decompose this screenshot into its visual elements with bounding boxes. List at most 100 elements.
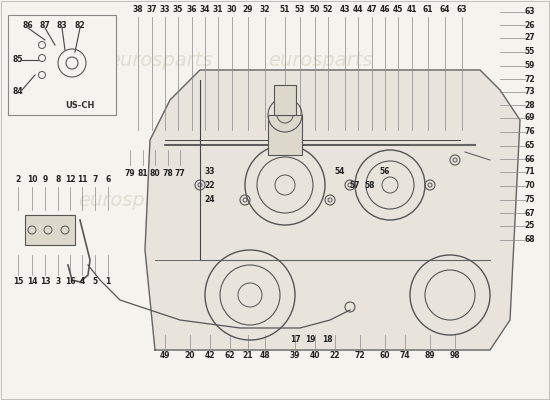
Text: 11: 11: [77, 176, 87, 184]
Text: 35: 35: [173, 6, 183, 14]
Text: 5: 5: [92, 278, 97, 286]
Bar: [268, 115, 302, 155]
Bar: [8, 15, 116, 115]
Text: 22: 22: [205, 180, 215, 190]
Text: 39: 39: [290, 352, 300, 360]
Bar: [25, 215, 75, 245]
Text: 71: 71: [525, 168, 535, 176]
Text: 60: 60: [379, 352, 390, 360]
Text: 33: 33: [160, 6, 170, 14]
Text: 41: 41: [407, 6, 417, 14]
Text: 53: 53: [295, 6, 305, 14]
Text: 13: 13: [40, 278, 50, 286]
Text: 65: 65: [525, 142, 535, 150]
Text: 33: 33: [205, 168, 215, 176]
Text: 14: 14: [27, 278, 37, 286]
Text: 50: 50: [310, 6, 320, 14]
Text: 24: 24: [205, 196, 215, 204]
Text: 57: 57: [350, 180, 360, 190]
Text: 56: 56: [380, 168, 390, 176]
Text: 44: 44: [353, 6, 363, 14]
Text: 82: 82: [75, 20, 85, 30]
Text: 43: 43: [340, 6, 350, 14]
Text: 87: 87: [40, 20, 51, 30]
Text: 98: 98: [450, 352, 460, 360]
Text: 61: 61: [423, 6, 433, 14]
Text: 54: 54: [335, 168, 345, 176]
Text: eurosparts: eurosparts: [108, 50, 212, 70]
Text: 42: 42: [205, 352, 215, 360]
Text: 73: 73: [525, 88, 535, 96]
Text: 8: 8: [56, 176, 60, 184]
Text: 76: 76: [525, 128, 535, 136]
Text: 26: 26: [525, 20, 535, 30]
Text: 6: 6: [106, 176, 111, 184]
Text: 64: 64: [440, 6, 450, 14]
Text: US-CH: US-CH: [65, 100, 95, 110]
Text: 29: 29: [243, 6, 253, 14]
Text: 4: 4: [79, 278, 85, 286]
Text: 36: 36: [187, 6, 197, 14]
Text: 78: 78: [163, 168, 173, 178]
Text: 67: 67: [525, 208, 535, 218]
Text: 40: 40: [310, 352, 320, 360]
Text: 16: 16: [65, 278, 75, 286]
Text: 18: 18: [322, 336, 332, 344]
Text: 48: 48: [260, 352, 270, 360]
Text: 9: 9: [42, 176, 48, 184]
Text: 21: 21: [243, 352, 253, 360]
Text: 22: 22: [330, 352, 340, 360]
Text: 25: 25: [525, 222, 535, 230]
Text: 66: 66: [525, 154, 535, 164]
Text: 84: 84: [13, 88, 23, 96]
Text: 52: 52: [323, 6, 333, 14]
Text: 63: 63: [456, 6, 468, 14]
Text: 47: 47: [367, 6, 377, 14]
Text: 10: 10: [27, 176, 37, 184]
Bar: [274, 85, 296, 115]
Text: 1: 1: [106, 278, 111, 286]
Text: 63: 63: [525, 8, 535, 16]
Text: 3: 3: [56, 278, 60, 286]
Text: eurosparts: eurosparts: [268, 50, 372, 70]
Text: 69: 69: [525, 114, 535, 122]
Text: 45: 45: [393, 6, 403, 14]
Text: 20: 20: [185, 352, 195, 360]
Text: 59: 59: [525, 62, 535, 70]
Text: 46: 46: [379, 6, 390, 14]
Text: 32: 32: [260, 6, 270, 14]
Text: 55: 55: [525, 48, 535, 56]
Text: 72: 72: [355, 352, 365, 360]
Text: 7: 7: [92, 176, 98, 184]
Text: 51: 51: [280, 6, 290, 14]
Text: 19: 19: [305, 336, 315, 344]
Text: 2: 2: [15, 176, 21, 184]
Text: 34: 34: [200, 6, 210, 14]
Text: 86: 86: [23, 20, 34, 30]
Text: 83: 83: [57, 20, 67, 30]
Text: 28: 28: [525, 100, 535, 110]
Text: 85: 85: [13, 56, 23, 64]
Text: 15: 15: [13, 278, 23, 286]
Text: 75: 75: [525, 196, 535, 204]
Text: 17: 17: [290, 336, 300, 344]
Text: 80: 80: [150, 168, 160, 178]
Text: 31: 31: [213, 6, 223, 14]
Text: 30: 30: [227, 6, 237, 14]
Text: 79: 79: [125, 168, 135, 178]
Text: 38: 38: [133, 6, 144, 14]
Text: 37: 37: [147, 6, 157, 14]
Text: 89: 89: [425, 352, 435, 360]
Text: 62: 62: [225, 352, 235, 360]
Text: 68: 68: [525, 236, 535, 244]
Text: 70: 70: [525, 182, 535, 190]
Text: 77: 77: [175, 168, 185, 178]
Text: 27: 27: [525, 34, 535, 42]
Text: 49: 49: [160, 352, 170, 360]
Text: 81: 81: [138, 168, 148, 178]
Text: 58: 58: [365, 180, 375, 190]
Text: 74: 74: [400, 352, 410, 360]
Text: 72: 72: [525, 74, 535, 84]
Text: 12: 12: [65, 176, 75, 184]
Text: eurosparts: eurosparts: [78, 190, 182, 210]
